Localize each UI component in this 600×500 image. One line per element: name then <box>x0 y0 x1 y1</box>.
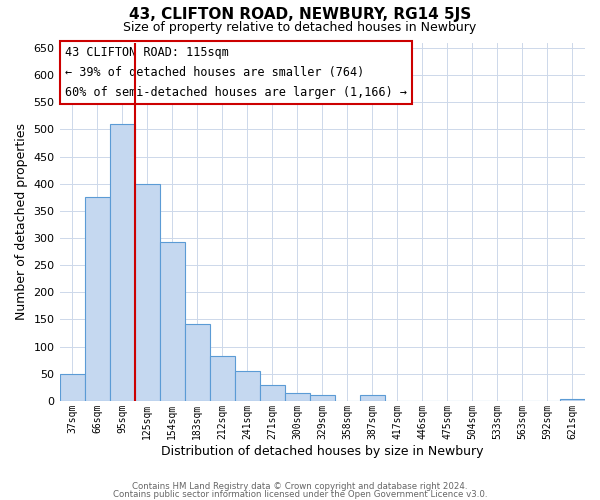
Y-axis label: Number of detached properties: Number of detached properties <box>15 123 28 320</box>
Bar <box>235 371 260 401</box>
Text: 43, CLIFTON ROAD, NEWBURY, RG14 5JS: 43, CLIFTON ROAD, NEWBURY, RG14 5JS <box>129 8 471 22</box>
Bar <box>59 374 85 401</box>
Bar <box>360 396 385 401</box>
Text: Contains HM Land Registry data © Crown copyright and database right 2024.: Contains HM Land Registry data © Crown c… <box>132 482 468 491</box>
Bar <box>160 242 185 401</box>
Bar <box>85 198 110 401</box>
Text: 43 CLIFTON ROAD: 115sqm
← 39% of detached houses are smaller (764)
60% of semi-d: 43 CLIFTON ROAD: 115sqm ← 39% of detache… <box>65 46 407 99</box>
Text: Contains public sector information licensed under the Open Government Licence v3: Contains public sector information licen… <box>113 490 487 499</box>
Text: Size of property relative to detached houses in Newbury: Size of property relative to detached ho… <box>124 21 476 34</box>
Bar <box>185 324 209 401</box>
Bar <box>209 356 235 401</box>
Bar <box>310 396 335 401</box>
Bar <box>110 124 134 401</box>
Bar <box>285 394 310 401</box>
Bar <box>260 384 285 401</box>
X-axis label: Distribution of detached houses by size in Newbury: Distribution of detached houses by size … <box>161 444 484 458</box>
Bar <box>134 184 160 401</box>
Bar <box>560 400 585 401</box>
